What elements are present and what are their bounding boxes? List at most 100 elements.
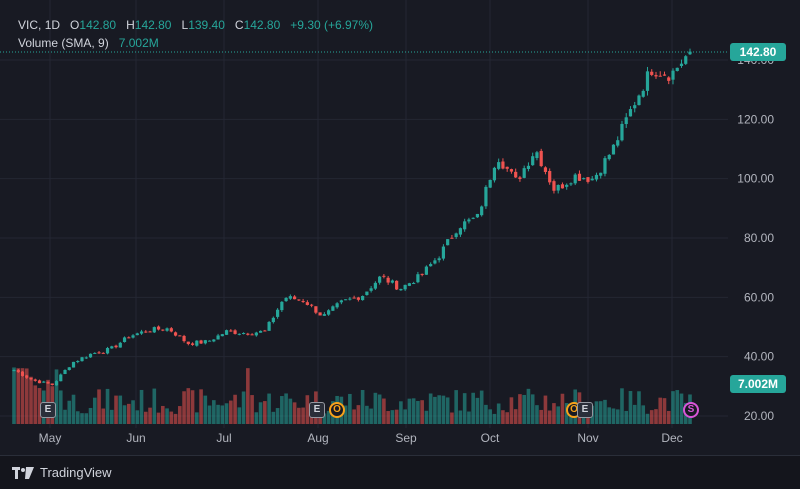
candle-body [535,152,539,159]
candle-body [412,283,416,285]
candle-body [378,276,382,283]
volume-bar [241,391,246,424]
candle-body [471,217,475,219]
candle-body [97,352,101,354]
volume-bar [594,401,599,424]
volume-bar [399,401,403,424]
volume-bar [246,368,250,424]
volume-bar [326,410,331,424]
candle-body [305,302,309,305]
volume-bar [33,385,38,424]
candle-body [386,277,390,283]
volume-bar [156,412,161,424]
x-tick-label: Sep [395,431,417,445]
tradingview-logo[interactable]: TradingView [12,465,112,480]
candle-body [441,246,446,259]
volume-bar [445,397,450,424]
volume-bar [143,411,148,424]
volume-bar [118,395,123,424]
volume-bar [284,393,288,424]
candle-body [624,117,628,125]
candle-body [76,360,80,362]
candle-body [399,288,403,291]
candle-body [573,174,577,184]
volume-bar [348,393,352,424]
volume-bar [212,400,216,424]
volume-bar [615,409,620,424]
candle-body [339,300,343,303]
volume-bar [165,408,169,424]
y-tick-label: 20.00 [744,409,774,423]
volume-bar [301,407,305,424]
candle-body [42,381,46,383]
earnings-marker[interactable]: E [577,402,593,418]
volume-bar [233,394,237,424]
candle-body [178,335,182,337]
candle-body [186,341,190,344]
candle-body [488,179,492,188]
candle-body [688,51,692,55]
candle-body [458,228,463,235]
candle-body [382,275,386,277]
candle-body [650,71,654,75]
split-marker[interactable]: S [683,402,699,418]
candle-body [327,310,331,315]
volume-bar [547,410,552,424]
candle-body [216,335,220,340]
candle-body [246,333,250,335]
candle-body [127,337,131,339]
candle-body [63,369,67,374]
candle-body [565,184,569,187]
candle-body [586,177,590,182]
volume-bar [632,404,637,424]
volume-bar [607,407,612,424]
y-tick-label: 40.00 [744,350,774,364]
volume-bar [190,390,195,424]
options-marker[interactable]: O [329,402,345,418]
candle-body [254,332,258,336]
volume-bar [641,405,646,424]
volume-bar [369,408,373,424]
volume-bar [54,369,59,424]
low-value: 139.40 [188,18,225,32]
volume-bar [343,405,348,424]
x-tick-label: Nov [577,431,598,445]
candle-body [233,330,237,334]
volume-bar [471,392,475,424]
candle-body [46,381,50,384]
candle-body [569,183,573,185]
candle-body [93,352,97,354]
volume-bar [428,393,433,424]
candle-body [352,297,356,299]
open-value: 142.80 [79,18,117,32]
volume-bar [420,400,424,424]
candle-body [395,280,399,290]
volume-bar [496,403,501,424]
volume-bar [229,400,233,424]
volume-bar [645,413,650,424]
candle-body [37,380,42,384]
volume-bar [513,409,518,424]
x-tick-label: Jul [216,431,231,445]
candle-body [122,337,127,343]
earnings-marker[interactable]: E [40,402,56,418]
candle-body [522,168,526,178]
candle-body [212,339,216,342]
candle-body [207,340,212,342]
candle-body [297,299,301,301]
candle-body [543,167,548,172]
candle-body [165,328,169,331]
volume-bar [126,403,131,424]
volume-value: 7.002M [118,36,159,50]
y-tick-label: 120.00 [737,112,774,126]
volume-bar [403,409,407,424]
candle-body [582,178,586,180]
interval-label: 1D [44,18,61,32]
candle-body [356,297,360,300]
earnings-marker[interactable]: E [309,402,325,418]
candle-body [224,330,229,335]
volume-bar [29,376,33,424]
candle-body [497,162,501,169]
